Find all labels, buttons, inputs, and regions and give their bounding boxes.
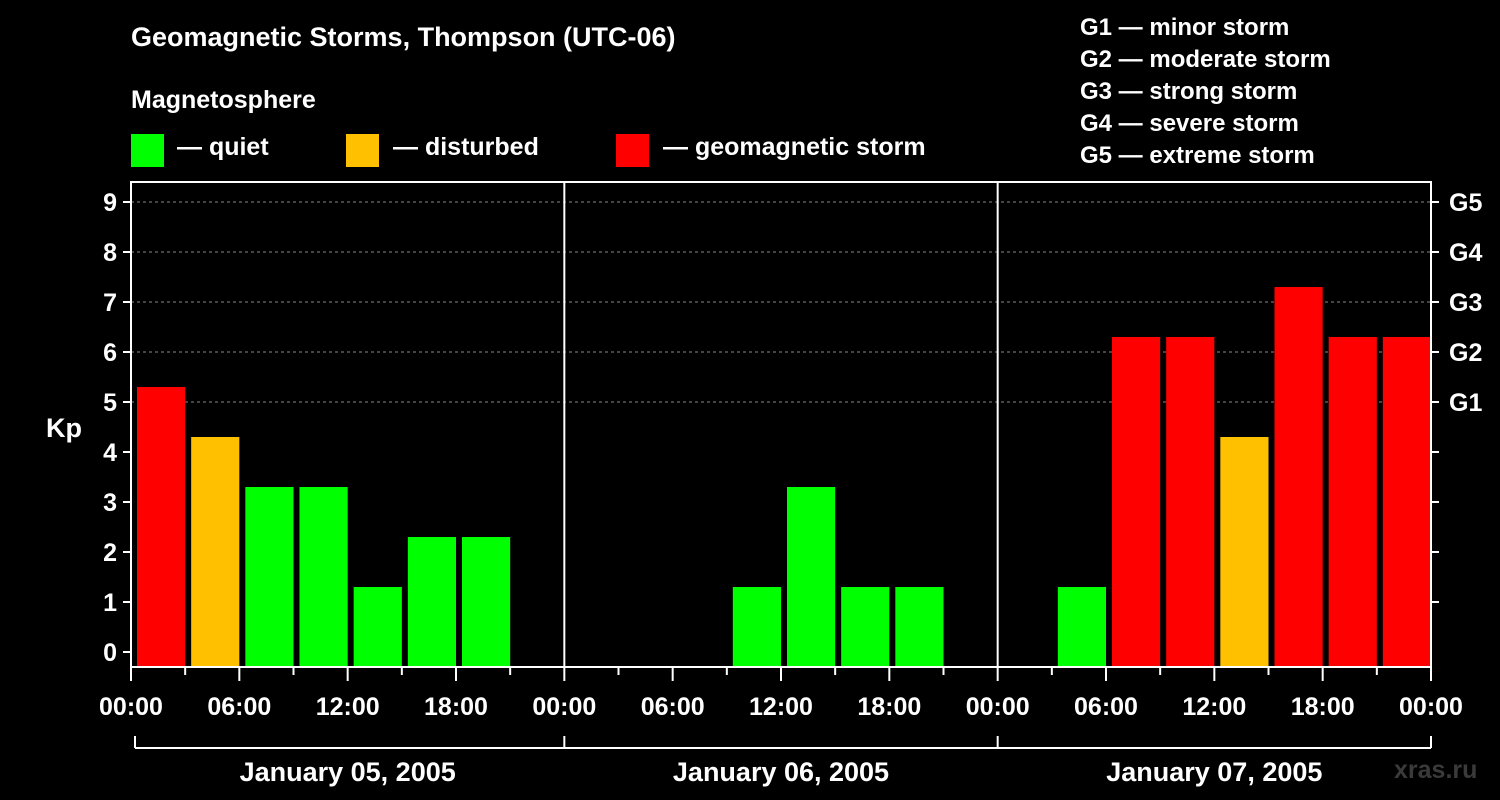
right-tick-label: G4 xyxy=(1449,239,1482,267)
kp-bar xyxy=(1112,337,1161,667)
x-tick-label: 00:00 xyxy=(966,693,1030,721)
x-tick-label: 06:00 xyxy=(207,693,271,721)
day-label: January 06, 2005 xyxy=(673,757,889,787)
x-tick-label: 18:00 xyxy=(1291,693,1355,721)
y-tick-label: 3 xyxy=(103,489,117,517)
y-tick-label: 9 xyxy=(103,189,117,217)
right-tick-label: G3 xyxy=(1449,289,1482,317)
y-tick-label: 5 xyxy=(103,389,117,417)
legend-label-storm: — geomagnetic storm xyxy=(663,133,926,161)
x-tick-label: 06:00 xyxy=(641,693,705,721)
x-tick-label: 06:00 xyxy=(1074,693,1138,721)
watermark: xras.ru xyxy=(1394,756,1478,784)
x-tick-label: 18:00 xyxy=(857,693,921,721)
kp-bar xyxy=(895,587,944,667)
x-tick-label: 18:00 xyxy=(424,693,488,721)
kp-bar xyxy=(1382,337,1431,667)
y-tick-label: 8 xyxy=(103,239,117,267)
day-label: January 05, 2005 xyxy=(240,757,456,787)
kp-bar xyxy=(841,587,890,667)
kp-bar xyxy=(1166,337,1215,667)
g-scale-g1: G1 — minor storm xyxy=(1080,14,1290,41)
legend-label-quiet: — quiet xyxy=(177,133,269,161)
magnetosphere-label: Magnetosphere xyxy=(131,86,316,114)
g-scale-g3: G3 — strong storm xyxy=(1080,78,1298,105)
g-scale-g5: G5 — extreme storm xyxy=(1080,142,1315,169)
legend-label-disturbed: — disturbed xyxy=(393,133,539,161)
kp-bar xyxy=(137,387,186,667)
kp-bar xyxy=(1328,337,1377,667)
x-tick-label: 12:00 xyxy=(749,693,813,721)
x-tick-label: 00:00 xyxy=(99,693,163,721)
x-tick-label: 12:00 xyxy=(1182,693,1246,721)
right-tick-label: G1 xyxy=(1449,389,1482,417)
kp-bar xyxy=(191,437,240,667)
y-tick-label: 1 xyxy=(103,589,117,617)
day-label: January 07, 2005 xyxy=(1106,757,1322,787)
legend-swatch-disturbed xyxy=(346,134,379,167)
y-axis-label: Kp xyxy=(46,413,82,443)
legend-swatch-storm xyxy=(616,134,649,167)
chart-title: Geomagnetic Storms, Thompson (UTC-06) xyxy=(131,22,676,52)
g-scale-g4: G4 — severe storm xyxy=(1080,110,1299,137)
y-tick-label: 4 xyxy=(103,439,117,467)
kp-bar xyxy=(299,487,348,667)
right-tick-label: G2 xyxy=(1449,339,1482,367)
y-tick-label: 7 xyxy=(103,289,117,317)
kp-bar xyxy=(353,587,402,667)
kp-bar xyxy=(732,587,781,667)
kp-bar xyxy=(462,537,511,667)
kp-bar xyxy=(787,487,836,667)
kp-bar xyxy=(407,537,456,667)
kp-bar xyxy=(1274,287,1323,667)
right-tick-label: G5 xyxy=(1449,189,1482,217)
kp-bar xyxy=(1057,587,1106,667)
kp-bar xyxy=(245,487,294,667)
legend-swatch-quiet xyxy=(131,134,164,167)
g-scale-g2: G2 — moderate storm xyxy=(1080,46,1331,73)
x-tick-label: 00:00 xyxy=(1399,693,1463,721)
y-tick-label: 6 xyxy=(103,339,117,367)
x-tick-label: 00:00 xyxy=(532,693,596,721)
y-tick-label: 0 xyxy=(103,639,117,667)
kp-bar xyxy=(1220,437,1269,667)
x-tick-label: 12:00 xyxy=(316,693,380,721)
y-tick-label: 2 xyxy=(103,539,117,567)
